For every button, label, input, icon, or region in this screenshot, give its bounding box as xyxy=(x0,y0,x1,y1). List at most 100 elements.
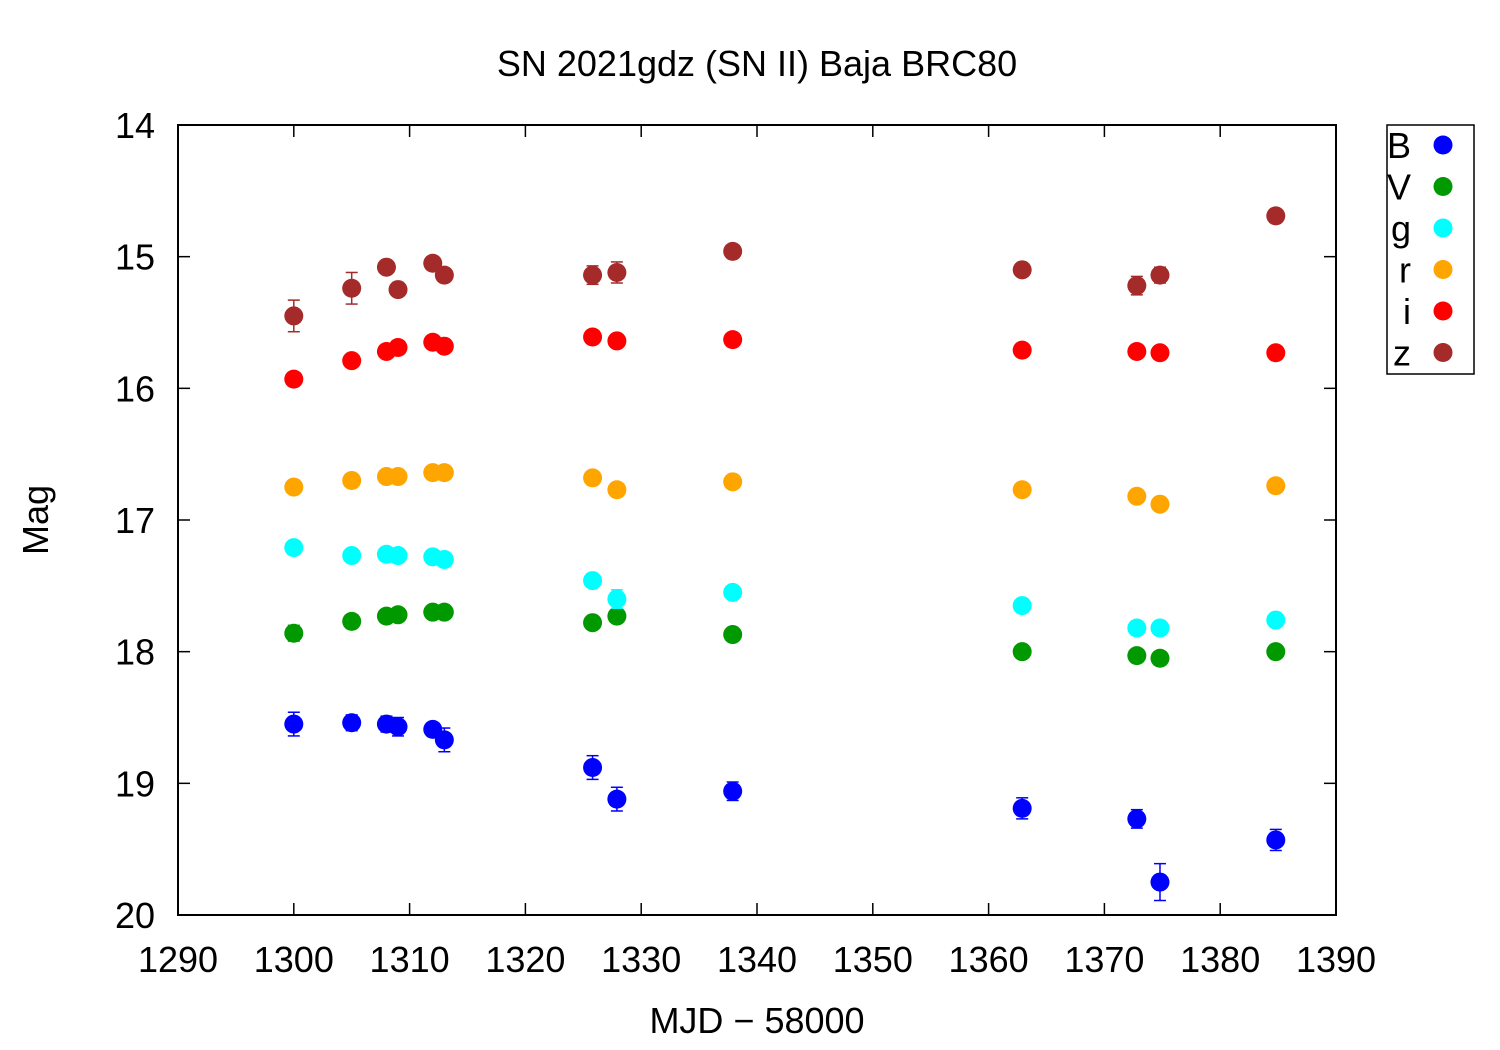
series-g xyxy=(284,538,1286,638)
data-point xyxy=(1012,480,1032,500)
data-point xyxy=(607,262,627,282)
data-point xyxy=(284,714,304,734)
legend-box xyxy=(1386,124,1475,375)
legend-label: z xyxy=(1393,333,1411,374)
legend-marker xyxy=(1433,177,1453,196)
y-tick-label: 20 xyxy=(115,895,155,936)
legend-marker xyxy=(1433,218,1453,238)
data-point xyxy=(607,331,627,351)
data-point xyxy=(723,241,743,261)
chart-title: SN 2021gdz (SN II) Baja BRC80 xyxy=(497,43,1017,84)
y-tick-label: 18 xyxy=(115,632,155,673)
x-tick-label: 1310 xyxy=(370,939,450,980)
data-point xyxy=(284,538,304,558)
plot-frame xyxy=(177,124,1337,916)
data-point xyxy=(388,338,408,358)
legend-marker xyxy=(1433,301,1453,321)
data-point xyxy=(388,605,408,625)
data-point xyxy=(1127,618,1147,638)
data-point xyxy=(607,789,627,809)
data-point xyxy=(1150,494,1170,514)
x-tick-label: 1350 xyxy=(833,939,913,980)
data-point xyxy=(1127,646,1147,666)
data-point xyxy=(1012,596,1032,616)
data-point xyxy=(342,278,362,298)
data-point xyxy=(342,611,362,631)
data-point xyxy=(723,625,743,645)
data-point xyxy=(1266,610,1286,630)
x-axis-label: MJD − 58000 xyxy=(649,1000,864,1041)
data-point xyxy=(1150,343,1170,363)
y-tick-label: 19 xyxy=(115,763,155,804)
legend-marker xyxy=(1433,135,1453,155)
data-point xyxy=(723,472,743,492)
data-point xyxy=(1150,872,1170,892)
data-point xyxy=(342,546,362,566)
data-point xyxy=(342,471,362,490)
series-i xyxy=(284,327,1286,389)
data-point xyxy=(583,571,603,591)
data-points xyxy=(284,206,1286,902)
series-z xyxy=(284,206,1286,333)
data-point xyxy=(583,613,603,633)
data-point xyxy=(1012,798,1032,818)
legend-label: g xyxy=(1391,208,1411,249)
data-point xyxy=(723,330,743,350)
series-V xyxy=(284,602,1286,668)
x-tick-label: 1340 xyxy=(717,939,797,980)
legend-label: V xyxy=(1387,167,1411,208)
data-point xyxy=(583,327,603,347)
data-point xyxy=(607,606,627,626)
data-point xyxy=(388,546,408,566)
data-point xyxy=(1127,276,1147,296)
data-point xyxy=(583,265,603,285)
data-point xyxy=(434,336,454,356)
data-point xyxy=(1266,830,1286,850)
y-tick-label: 17 xyxy=(115,500,155,541)
data-point xyxy=(434,730,454,750)
data-point xyxy=(388,467,408,487)
y-tick-label: 14 xyxy=(115,105,155,146)
x-tick-label: 1320 xyxy=(485,939,565,980)
data-point xyxy=(284,369,304,389)
x-tick-label: 1390 xyxy=(1296,939,1376,980)
data-point xyxy=(1266,476,1286,496)
x-tick-label: 1330 xyxy=(601,939,681,980)
legend-marker xyxy=(1433,343,1453,362)
axis-ticks: 1290 1300 1310 1320 1330 1340 1350 1360 1370 1380… xyxy=(115,105,1376,980)
legend-label: r xyxy=(1399,250,1411,291)
data-point xyxy=(1127,809,1147,829)
data-point xyxy=(1266,206,1286,226)
data-point xyxy=(1266,642,1286,662)
data-point xyxy=(342,351,362,371)
data-point xyxy=(583,468,603,488)
data-point xyxy=(284,623,304,643)
legend-label: B xyxy=(1387,125,1411,166)
data-point xyxy=(607,480,627,500)
y-axis-label: Mag xyxy=(15,485,56,555)
data-point xyxy=(342,713,362,733)
data-point xyxy=(1127,341,1147,361)
data-point xyxy=(388,280,408,300)
data-point xyxy=(376,257,396,277)
data-point xyxy=(1127,486,1147,506)
data-point xyxy=(1150,648,1170,668)
data-point xyxy=(284,477,304,497)
data-point xyxy=(1012,642,1032,662)
data-point xyxy=(434,550,454,569)
data-point xyxy=(607,589,627,609)
series-B xyxy=(284,711,1286,902)
y-tick-label: 15 xyxy=(115,237,155,278)
data-point xyxy=(723,781,743,801)
x-tick-label: 1290 xyxy=(138,939,218,980)
data-point xyxy=(434,265,454,285)
x-tick-label: 1360 xyxy=(949,939,1029,980)
x-tick-label: 1370 xyxy=(1064,939,1144,980)
y-tick-label: 16 xyxy=(115,368,155,409)
data-point xyxy=(388,717,408,737)
data-point xyxy=(434,463,454,483)
data-point xyxy=(723,582,743,602)
